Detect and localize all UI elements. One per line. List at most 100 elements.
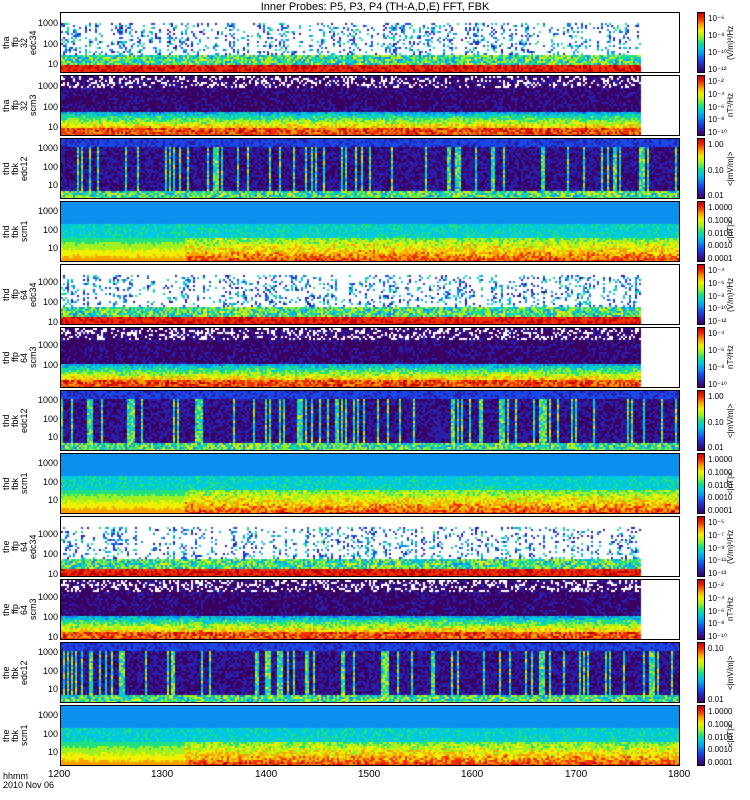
y-tick-label: 100 bbox=[42, 414, 58, 424]
spectrogram-panel: thd fbk scm1 1000 100 10 1.0000 0.1000 0.0100 0.0… bbox=[0, 201, 750, 263]
spectrogram-heatmap bbox=[61, 13, 679, 72]
ylabel-line: scm1 bbox=[19, 220, 29, 243]
y-tick-label: 100 bbox=[42, 477, 58, 487]
panel-ylabel: tha ffp 32 scm3 bbox=[1, 75, 38, 136]
colorbar-tick-label: 10⁻⁸ bbox=[708, 292, 725, 301]
colorbar bbox=[697, 12, 705, 73]
colorbar-tick-label: 0.10 bbox=[708, 166, 724, 175]
colorbar-tick-label: 0.01 bbox=[708, 695, 724, 704]
y-tick-label: 100 bbox=[42, 729, 58, 739]
colorbar-tick-label: 1.00 bbox=[708, 140, 724, 149]
colorbar-unit: (V/m)²/Hz bbox=[726, 25, 735, 60]
colorbar bbox=[697, 75, 705, 136]
spectrogram-heatmap bbox=[61, 391, 679, 450]
colorbar bbox=[697, 201, 705, 262]
colorbar-tick-label: 10⁻² bbox=[708, 581, 724, 590]
colorbar-tick-label: 10⁻¹⁰ bbox=[708, 48, 727, 57]
spectrogram-heatmap bbox=[61, 202, 679, 261]
y-tick-label: 100 bbox=[42, 666, 58, 676]
colorbar-tick-label: 0.01 bbox=[708, 443, 724, 452]
colorbar-unit: <|nT|> bbox=[726, 220, 735, 243]
colorbar-tick-label: 10⁻⁸ bbox=[708, 115, 725, 124]
colorbar-tick-label: 10⁻⁵ bbox=[708, 518, 725, 527]
y-tick-label: 100 bbox=[42, 225, 58, 235]
colorbar-unit: (V/m)²/Hz bbox=[726, 529, 735, 564]
ylabel-line: edc12 bbox=[19, 156, 29, 181]
y-tick-label: 1000 bbox=[37, 206, 58, 216]
spectrogram-plot bbox=[60, 516, 680, 577]
spectrogram-heatmap bbox=[61, 265, 679, 324]
panel-ylabel: thd ffp 64 edc34 bbox=[1, 264, 38, 325]
colorbar-tick-label: 0.1000 bbox=[708, 216, 733, 225]
colorbar-unit: <|mV/m|> bbox=[726, 151, 735, 186]
spectrogram-panel: the ffp 64 edc34 1000 100 10 10⁻⁵ 10⁻⁷ 10⁻⁹ 10⁻¹¹ 1… bbox=[0, 516, 750, 579]
spectrogram-panel: thd fbk edc12 1000 100 10 1.00 0.10 0.01 <|mV/m|> bbox=[0, 390, 750, 452]
y-tick-label: 10 bbox=[47, 632, 58, 642]
colorbar-tick-label: 1.0000 bbox=[708, 203, 733, 212]
spectrogram-plot bbox=[60, 390, 680, 451]
colorbar-tick-label: 0.0100 bbox=[708, 733, 733, 742]
y-tick-label: 1000 bbox=[37, 143, 58, 153]
spectrogram-heatmap bbox=[61, 517, 679, 576]
colorbar-tick-label: 10⁻⁴ bbox=[708, 90, 725, 99]
x-tick-label: 1500 bbox=[358, 769, 381, 780]
spectrogram-heatmap bbox=[61, 139, 679, 198]
colorbar-unit: (V/m)²/Hz bbox=[726, 277, 735, 312]
colorbar-tick-label: 0.0010 bbox=[708, 241, 733, 250]
spectrogram-panel: thd ffp 64 scm3 1000 100 10⁻⁴ 10⁻⁶ 10⁻⁸ 10⁻¹⁰ nT²/… bbox=[0, 327, 750, 389]
spectrogram-heatmap bbox=[61, 580, 679, 639]
colorbar-tick-label: 0.0001 bbox=[708, 254, 733, 263]
spectrogram-plot bbox=[60, 327, 680, 388]
panel-ylabel: thd fbk edc12 bbox=[1, 390, 36, 451]
colorbar-tick-label: 10⁻¹⁰ bbox=[708, 304, 727, 313]
colorbar-tick-label: 10⁻⁶ bbox=[708, 607, 725, 616]
colorbar-tick-label: 10⁻² bbox=[708, 77, 724, 86]
colorbar-tick-label: 10⁻⁸ bbox=[708, 363, 725, 372]
y-tick-label: 10 bbox=[47, 569, 58, 579]
y-tick-label: 100 bbox=[42, 162, 58, 172]
panel-ylabel: thd fbk scm1 bbox=[1, 453, 36, 514]
ylabel-line: scm1 bbox=[19, 724, 29, 747]
panel-ylabel: the fbk scm1 bbox=[1, 705, 36, 766]
colorbar-tick-label: 0.0010 bbox=[708, 745, 733, 754]
colorbar-unit: nT²/Hz bbox=[726, 597, 735, 622]
colorbar-tick-label: 10⁻¹⁰ bbox=[708, 632, 727, 641]
colorbar-tick-label: 0.0001 bbox=[708, 506, 733, 515]
spectrogram-panel: tha ffp 32 scm3 1000 100 10 10⁻² 10⁻⁴ 10⁻⁶ 10⁻⁸ 10⁻… bbox=[0, 75, 750, 137]
spectrogram-heatmap bbox=[61, 76, 679, 135]
spectrogram-heatmap bbox=[61, 643, 679, 702]
colorbar-tick-label: 10⁻⁶ bbox=[708, 346, 725, 355]
y-tick-label: 10 bbox=[47, 59, 58, 69]
spectrogram-panel: the ffp 64 scm3 1000 100 10 10⁻² 10⁻⁴ 10⁻⁶ 10⁻⁸ 10⁻… bbox=[0, 579, 750, 642]
spectrogram-panel: the fbk edc12 1000 100 10 0.10 0.01 <|mV/m|> bbox=[0, 642, 750, 704]
colorbar-tick-label: 0.1000 bbox=[708, 468, 733, 477]
panel-ylabel: the ffp 64 scm3 bbox=[1, 579, 38, 640]
colorbar-unit: <|nT|> bbox=[726, 472, 735, 495]
y-tick-label: 1000 bbox=[37, 18, 58, 28]
colorbar bbox=[697, 516, 705, 577]
colorbar-tick-label: 10⁻¹¹ bbox=[708, 556, 727, 565]
y-tick-label: 1000 bbox=[37, 647, 58, 657]
colorbar-tick-label: 10⁻⁴ bbox=[708, 594, 725, 603]
panel-ylabel: tha ffp 32 edc34 bbox=[1, 12, 38, 73]
colorbar-tick-label: 0.01 bbox=[708, 191, 724, 200]
panel-ylabel: thd ffp 64 scm3 bbox=[1, 327, 38, 388]
y-tick-label: 10 bbox=[47, 243, 58, 253]
panel-ylabel: thd fbk edc12 bbox=[1, 138, 36, 199]
colorbar-tick-label: 0.10 bbox=[708, 644, 724, 653]
spectrogram-panel: the fbk scm1 1000 100 10 1.0000 0.1000 0.0100 0.0… bbox=[0, 705, 750, 767]
colorbar bbox=[697, 390, 705, 451]
colorbar-tick-label: 10⁻¹³ bbox=[708, 569, 727, 578]
ylabel-line: edc12 bbox=[19, 408, 29, 433]
y-tick-label: 10 bbox=[47, 747, 58, 757]
y-tick-label: 10 bbox=[47, 432, 58, 442]
y-tick-label: 100 bbox=[42, 39, 58, 49]
colorbar-tick-label: 10⁻⁴ bbox=[708, 266, 725, 275]
x-axis-label-hhmm: hhmm bbox=[3, 771, 29, 781]
y-tick-label: 1000 bbox=[37, 529, 58, 539]
colorbar-tick-label: 0.0010 bbox=[708, 493, 733, 502]
spectrogram-panel: thd fbk edc12 1000 100 10 1.00 0.10 0.01 <|mV/m|> bbox=[0, 138, 750, 200]
colorbar-unit: <|mV/m|> bbox=[726, 655, 735, 690]
spectrogram-plot bbox=[60, 642, 680, 703]
